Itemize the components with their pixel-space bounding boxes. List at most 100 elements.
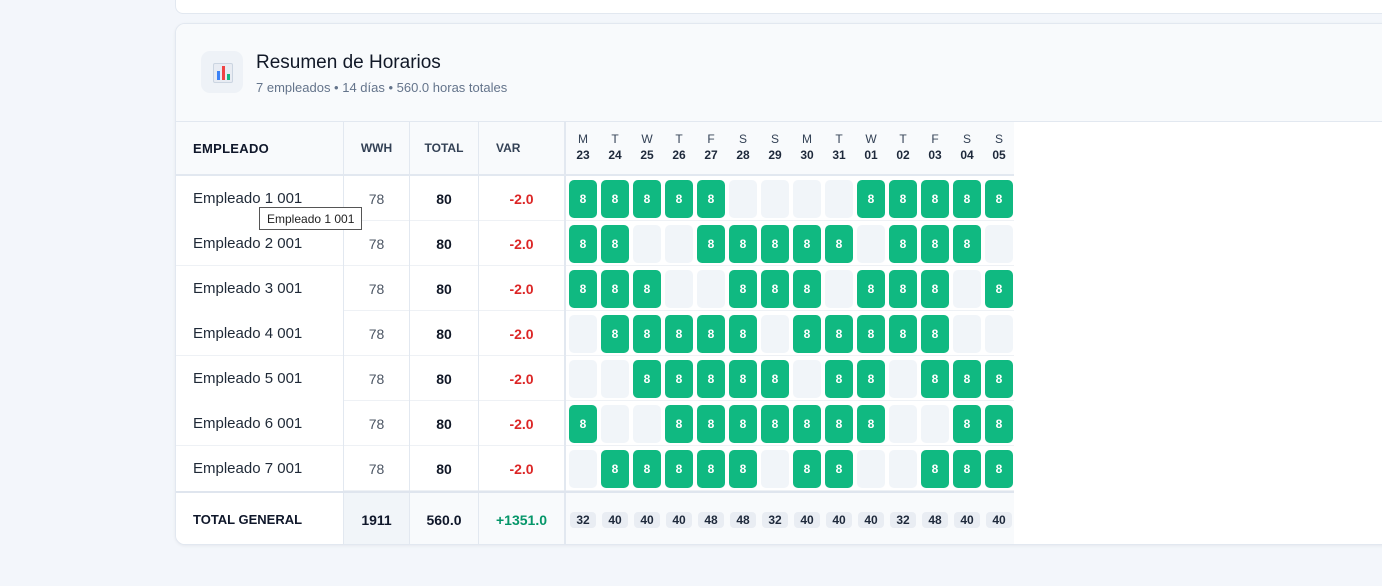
employee-name[interactable]: Empleado 2 001	[176, 221, 344, 266]
shift-cell[interactable]: 8	[857, 360, 885, 398]
empty-shift-cell[interactable]	[569, 360, 597, 398]
empty-shift-cell[interactable]	[889, 360, 917, 398]
shift-cell[interactable]: 8	[601, 270, 629, 308]
table-row[interactable]: Empleado 7 001 78 80 -2.0 8 8 8 8 8 8 8 8 8 8	[176, 446, 1014, 491]
empty-shift-cell[interactable]	[953, 315, 981, 353]
empty-shift-cell[interactable]	[889, 450, 917, 488]
shift-cell[interactable]: 8	[601, 450, 629, 488]
empty-shift-cell[interactable]	[825, 180, 853, 218]
shift-cell[interactable]: 8	[825, 360, 853, 398]
shift-cell[interactable]: 8	[793, 405, 821, 443]
empty-shift-cell[interactable]	[569, 315, 597, 353]
employee-name[interactable]: Empleado 4 001	[176, 311, 344, 356]
shift-cell[interactable]: 8	[889, 225, 917, 263]
empty-shift-cell[interactable]	[889, 405, 917, 443]
empty-shift-cell[interactable]	[633, 225, 661, 263]
table-row[interactable]: Empleado 4 001 78 80 -2.0 8 8 8 8 8 8 8 8 8 8	[176, 311, 1014, 356]
column-header-employee[interactable]: EMPLEADO	[176, 122, 344, 174]
shift-cell[interactable]: 8	[793, 270, 821, 308]
shift-cell[interactable]: 8	[793, 450, 821, 488]
shift-cell[interactable]: 8	[729, 315, 757, 353]
employee-name[interactable]: Empleado 5 001	[176, 356, 344, 401]
shift-cell[interactable]: 8	[985, 360, 1013, 398]
shift-cell[interactable]: 8	[761, 405, 789, 443]
shift-cell[interactable]: 8	[729, 225, 757, 263]
shift-cell[interactable]: 8	[825, 405, 853, 443]
shift-cell[interactable]: 8	[601, 225, 629, 263]
shift-cell[interactable]: 8	[697, 450, 725, 488]
empty-shift-cell[interactable]	[793, 360, 821, 398]
shift-cell[interactable]: 8	[665, 315, 693, 353]
empty-shift-cell[interactable]	[985, 315, 1013, 353]
table-row[interactable]: Empleado 6 001 78 80 -2.0 8 8 8 8 8 8 8 8 8 8	[176, 401, 1014, 446]
shift-cell[interactable]: 8	[985, 405, 1013, 443]
shift-cell[interactable]: 8	[889, 180, 917, 218]
shift-cell[interactable]: 8	[825, 450, 853, 488]
shift-cell[interactable]: 8	[953, 405, 981, 443]
table-row[interactable]: Empleado 5 001 78 80 -2.0 8 8 8 8 8 8 8 8 8 8	[176, 356, 1014, 401]
shift-cell[interactable]: 8	[569, 225, 597, 263]
shift-cell[interactable]: 8	[889, 315, 917, 353]
column-header-total[interactable]: TOTAL	[410, 122, 479, 174]
shift-cell[interactable]: 8	[889, 270, 917, 308]
employee-name[interactable]: Empleado 7 001	[176, 446, 344, 491]
empty-shift-cell[interactable]	[697, 270, 725, 308]
shift-cell[interactable]: 8	[633, 450, 661, 488]
shift-cell[interactable]: 8	[857, 315, 885, 353]
shift-cell[interactable]: 8	[953, 180, 981, 218]
shift-cell[interactable]: 8	[761, 360, 789, 398]
empty-shift-cell[interactable]	[761, 450, 789, 488]
shift-cell[interactable]: 8	[761, 270, 789, 308]
shift-cell[interactable]: 8	[953, 450, 981, 488]
shift-cell[interactable]: 8	[793, 225, 821, 263]
column-header-var[interactable]: VAR	[479, 122, 566, 174]
shift-cell[interactable]: 8	[729, 450, 757, 488]
column-header-wwh[interactable]: WWH	[344, 122, 410, 174]
empty-shift-cell[interactable]	[633, 405, 661, 443]
shift-cell[interactable]: 8	[697, 180, 725, 218]
shift-cell[interactable]: 8	[697, 360, 725, 398]
empty-shift-cell[interactable]	[953, 270, 981, 308]
table-row[interactable]: Empleado 2 001 78 80 -2.0 8 8 8 8 8 8 8 8 8 8	[176, 221, 1014, 266]
empty-shift-cell[interactable]	[601, 405, 629, 443]
shift-cell[interactable]: 8	[985, 270, 1013, 308]
empty-shift-cell[interactable]	[601, 360, 629, 398]
shift-cell[interactable]: 8	[729, 270, 757, 308]
shift-cell[interactable]: 8	[665, 405, 693, 443]
shift-cell[interactable]: 8	[793, 315, 821, 353]
shift-cell[interactable]: 8	[825, 225, 853, 263]
shift-cell[interactable]: 8	[761, 225, 789, 263]
shift-cell[interactable]: 8	[633, 270, 661, 308]
empty-shift-cell[interactable]	[825, 270, 853, 308]
shift-cell[interactable]: 8	[921, 180, 949, 218]
shift-cell[interactable]: 8	[665, 450, 693, 488]
shift-cell[interactable]: 8	[697, 315, 725, 353]
shift-cell[interactable]: 8	[985, 180, 1013, 218]
empty-shift-cell[interactable]	[761, 180, 789, 218]
shift-cell[interactable]: 8	[569, 180, 597, 218]
empty-shift-cell[interactable]	[857, 225, 885, 263]
shift-cell[interactable]: 8	[697, 405, 725, 443]
shift-cell[interactable]: 8	[921, 450, 949, 488]
shift-cell[interactable]: 8	[921, 360, 949, 398]
shift-cell[interactable]: 8	[633, 315, 661, 353]
shift-cell[interactable]: 8	[601, 180, 629, 218]
shift-cell[interactable]: 8	[857, 180, 885, 218]
shift-cell[interactable]: 8	[569, 405, 597, 443]
shift-cell[interactable]: 8	[665, 360, 693, 398]
empty-shift-cell[interactable]	[761, 315, 789, 353]
empty-shift-cell[interactable]	[729, 180, 757, 218]
shift-cell[interactable]: 8	[601, 315, 629, 353]
table-row[interactable]: Empleado 3 001 78 80 -2.0 8 8 8 8 8 8 8 8 8 8	[176, 266, 1014, 311]
shift-cell[interactable]: 8	[921, 270, 949, 308]
shift-cell[interactable]: 8	[953, 360, 981, 398]
shift-cell[interactable]: 8	[985, 450, 1013, 488]
shift-cell[interactable]: 8	[921, 225, 949, 263]
shift-cell[interactable]: 8	[665, 180, 693, 218]
empty-shift-cell[interactable]	[665, 270, 693, 308]
shift-cell[interactable]: 8	[921, 315, 949, 353]
shift-cell[interactable]: 8	[633, 360, 661, 398]
empty-shift-cell[interactable]	[569, 450, 597, 488]
shift-cell[interactable]: 8	[569, 270, 597, 308]
shift-cell[interactable]: 8	[729, 360, 757, 398]
